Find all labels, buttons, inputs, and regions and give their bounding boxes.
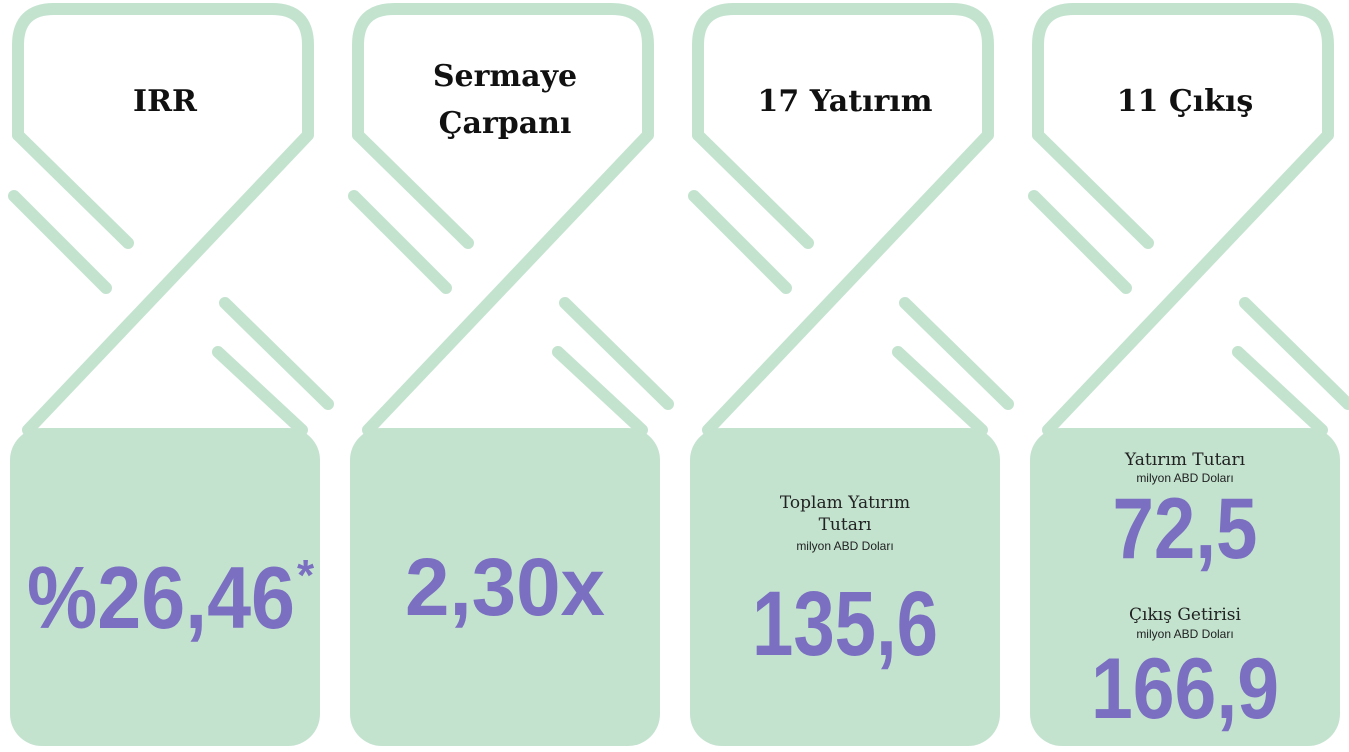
hourglass-outline — [1038, 135, 1148, 243]
card-value: %26,46 — [27, 548, 295, 647]
card-title: IRR — [133, 84, 198, 119]
card-title: Çarpanı — [439, 106, 572, 141]
card-label: Çıkış Getirisi — [1129, 605, 1242, 625]
hourglass-outline — [698, 135, 808, 243]
card-label: Toplam Yatırım — [780, 493, 910, 513]
card-multiple: Sermaye Çarpanı 2,30x — [405, 59, 605, 633]
infographic: IRR %26,46 * Sermaye Çarpanı 2,30x 17 Ya… — [0, 0, 1349, 752]
card-value: 2,30x — [405, 542, 605, 633]
hourglass-outline — [18, 9, 308, 430]
hourglass-outline — [358, 135, 468, 243]
hourglass-outline — [905, 303, 1008, 404]
card-value: 135,6 — [752, 573, 938, 675]
hourglass-outline — [698, 9, 988, 430]
hourglass-outline — [225, 303, 328, 404]
hourglass-outline — [18, 135, 128, 243]
card-title: 11 Çıkış — [1117, 84, 1254, 119]
card-label: Tutarı — [819, 515, 872, 535]
hourglass-outline — [565, 303, 668, 404]
hourglass-outline — [1245, 303, 1348, 404]
card-title: Sermaye — [433, 59, 577, 94]
card-unit: milyon ABD Doları — [796, 539, 893, 553]
card-value: 166,9 — [1091, 641, 1279, 737]
card-investments: 17 Yatırım Toplam Yatırım Tutarı milyon … — [752, 84, 938, 675]
hourglass-outline — [1038, 9, 1328, 430]
card-note: * — [297, 551, 315, 600]
card-title: 17 Yatırım — [758, 84, 933, 119]
card-unit: milyon ABD Doları — [1136, 627, 1233, 641]
card-label: Yatırım Tutarı — [1124, 450, 1246, 470]
card-value: 72,5 — [1113, 481, 1258, 577]
